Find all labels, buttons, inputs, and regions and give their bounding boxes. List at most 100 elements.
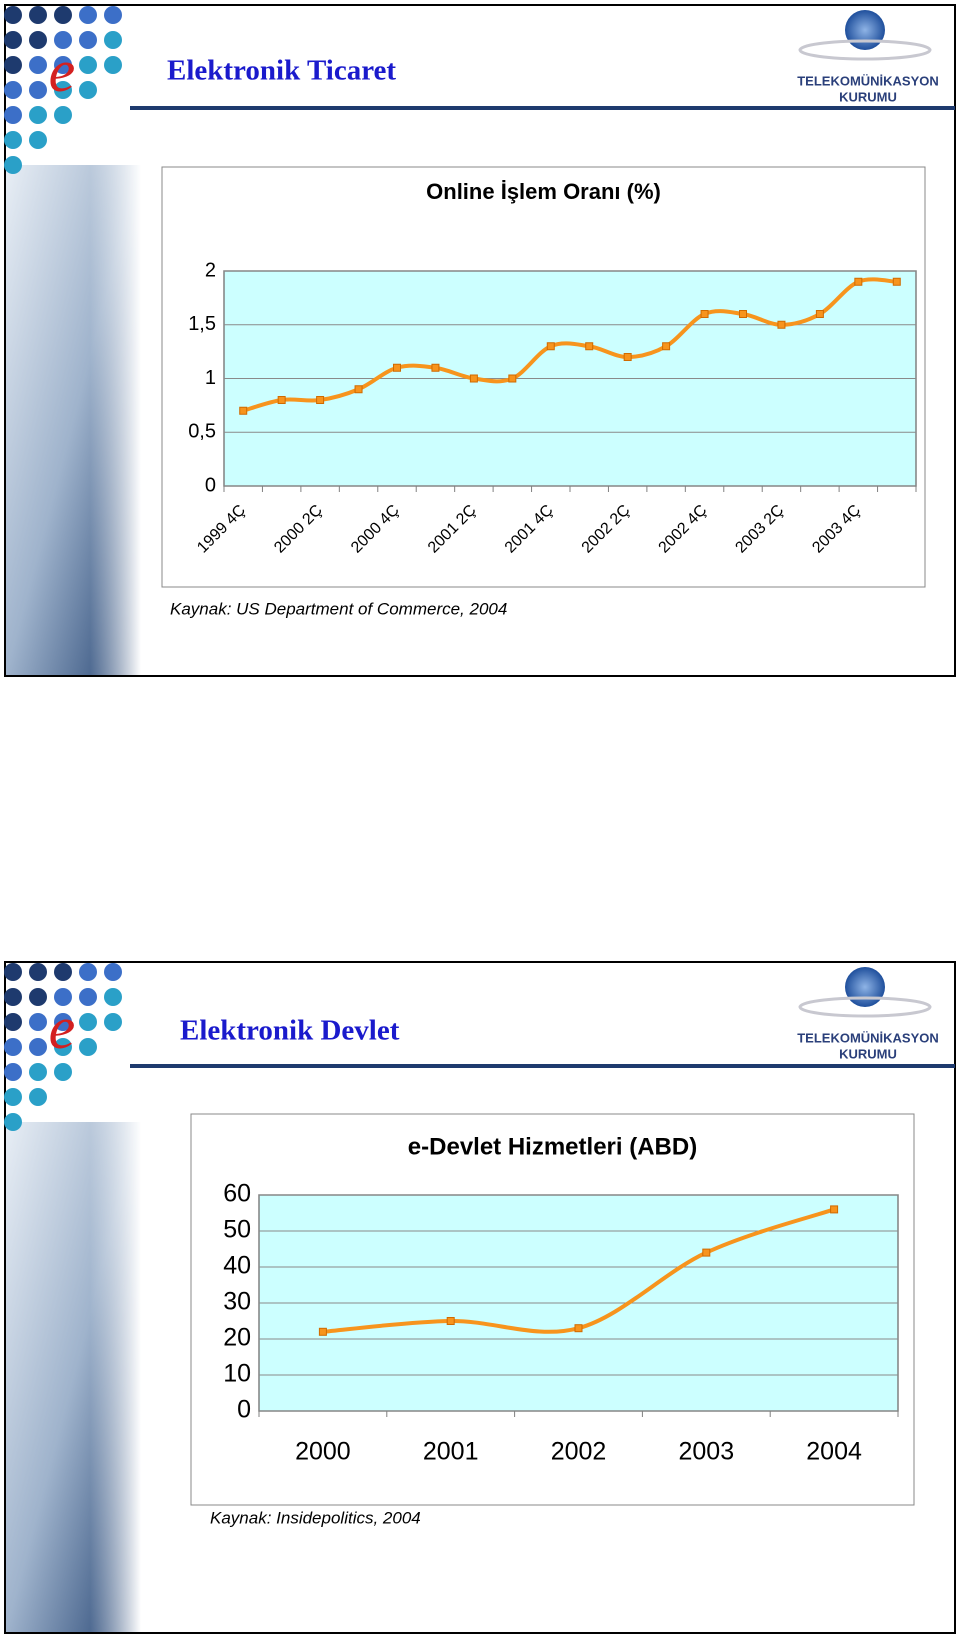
deco-dot — [79, 81, 97, 99]
deco-dot — [29, 1013, 47, 1031]
deco-dot — [104, 1013, 122, 1031]
data-point — [354, 385, 363, 394]
deco-dot — [4, 131, 22, 149]
deco-dot — [54, 106, 72, 124]
y-tick-label: 30 — [223, 1288, 251, 1316]
x-tick-label: 2000 — [295, 1438, 351, 1466]
deco-dot — [4, 1088, 22, 1106]
deco-dot — [104, 31, 122, 49]
deco-dot — [4, 31, 22, 49]
deco-dot — [104, 988, 122, 1006]
deco-dot — [29, 106, 47, 124]
logo-text: TELEKOMÜNİKASYON — [797, 1030, 939, 1045]
deco-dot — [29, 131, 47, 149]
data-point — [830, 1205, 839, 1214]
deco-dot — [4, 81, 22, 99]
y-tick-label: 1,5 — [188, 313, 216, 335]
deco-dot — [29, 56, 47, 74]
deco-dot — [79, 1013, 97, 1031]
deco-dot — [4, 56, 22, 74]
logo-swoosh — [798, 39, 932, 61]
source-note: Kaynak: US Department of Commerce, 2004 — [170, 599, 507, 618]
data-point — [702, 1248, 711, 1257]
data-point — [854, 277, 863, 286]
deco-dot — [29, 963, 47, 981]
deco-dot — [104, 963, 122, 981]
deco-dot — [54, 6, 72, 24]
data-point — [892, 277, 901, 286]
y-tick-label: 0 — [205, 474, 216, 496]
data-point — [546, 342, 555, 351]
deco-dot — [104, 56, 122, 74]
data-point — [739, 310, 747, 318]
y-tick-label: 0 — [237, 1396, 251, 1424]
deco-dot — [4, 988, 22, 1006]
data-point — [239, 406, 248, 415]
deco-dot — [54, 1063, 72, 1081]
data-point — [815, 310, 824, 318]
slide-title: Elektronik Devlet — [180, 1015, 400, 1047]
deco-dot — [4, 1113, 22, 1131]
logo-globe — [845, 10, 885, 50]
data-point — [393, 363, 401, 372]
y-tick-label: 0,5 — [188, 421, 216, 443]
deco-dot — [4, 1063, 22, 1081]
deco-dot — [29, 1038, 47, 1056]
logo-swoosh — [798, 996, 932, 1018]
deco-dot — [104, 6, 122, 24]
x-tick-label: 2004 — [806, 1438, 862, 1466]
data-point — [316, 396, 325, 404]
data-point — [623, 353, 632, 361]
deco-dot — [4, 6, 22, 24]
data-point — [318, 1327, 327, 1336]
deco-dot — [29, 1088, 47, 1106]
deco-dot — [54, 988, 72, 1006]
y-tick-label: 10 — [223, 1360, 251, 1388]
deco-dot — [54, 963, 72, 981]
deco-dot — [54, 31, 72, 49]
x-tick-label: 2001 — [423, 1438, 479, 1466]
deco-dot — [54, 81, 72, 99]
chart-title: e-Devlet Hizmetleri (ABD) — [408, 1133, 697, 1160]
data-point — [508, 374, 517, 383]
deco-dot — [79, 56, 97, 74]
deco-dot — [4, 963, 22, 981]
y-tick-label: 60 — [223, 1180, 251, 1208]
e-logo: e — [49, 38, 76, 104]
x-tick-label: 2002 — [551, 1438, 607, 1466]
slide-title: Elektronik Ticaret — [167, 55, 396, 87]
side-fade — [90, 1122, 141, 1632]
side-fade — [90, 165, 141, 675]
x-tick-label: 2003 — [678, 1438, 734, 1466]
y-tick-label: 1 — [205, 367, 216, 389]
deco-dot — [79, 1038, 97, 1056]
logo-text: KURUMU — [839, 1046, 897, 1061]
deco-dot — [29, 31, 47, 49]
data-point — [277, 396, 286, 404]
deco-dot — [79, 31, 97, 49]
data-point — [446, 1317, 455, 1325]
deco-dot — [29, 81, 47, 99]
deco-dot — [4, 1013, 22, 1031]
deco-dot — [79, 988, 97, 1006]
deco-dot — [29, 988, 47, 1006]
deco-dot — [54, 1013, 72, 1031]
data-point — [700, 310, 709, 318]
y-tick-label: 50 — [223, 1216, 251, 1244]
e-logo: e — [49, 995, 76, 1061]
logo-globe — [845, 967, 885, 1007]
deco-dot — [54, 56, 72, 74]
header-line — [130, 1064, 955, 1068]
logo-text: KURUMU — [839, 89, 897, 104]
y-tick-label: 2 — [205, 259, 216, 281]
deco-dot — [4, 106, 22, 124]
chart-title: Online İşlem Oranı (%) — [426, 179, 661, 204]
data-point — [777, 320, 786, 329]
data-point — [662, 342, 671, 351]
deco-dot — [79, 963, 97, 981]
y-tick-label: 40 — [223, 1252, 251, 1280]
deco-dot — [79, 6, 97, 24]
header-line — [130, 106, 955, 110]
data-point — [469, 374, 478, 383]
